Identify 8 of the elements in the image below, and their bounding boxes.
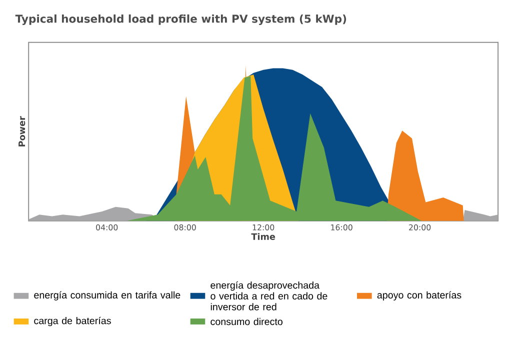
x-axis-title: Time — [251, 233, 276, 240]
chart-title: Typical household load profile with PV system (5 kWp) — [15, 14, 346, 25]
legend-label: consumo directo — [210, 318, 282, 325]
legend-label: energía desaprovechada o vertida a red en cado de inversor de red — [210, 281, 328, 310]
y-axis-title: Power — [18, 116, 26, 146]
legend-label: apoyo con baterías — [377, 291, 462, 300]
legend-label: carga de baterías — [34, 316, 111, 326]
legend-label: energía consumida en tarifa valle — [34, 291, 180, 300]
